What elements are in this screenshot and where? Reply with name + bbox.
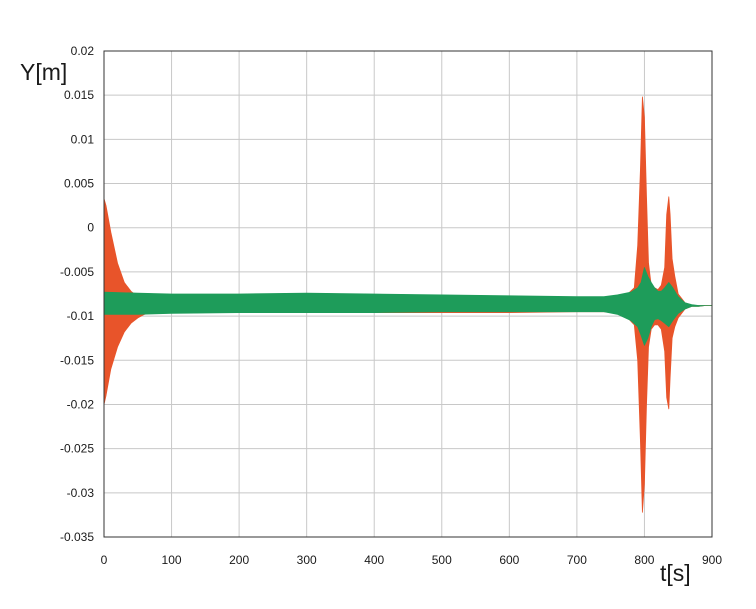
series-layer: [103, 96, 713, 513]
x-tick-labels: 0 100 200 300 400 500 600 700 800 900: [101, 553, 723, 567]
x-axis-label: t[s]: [660, 560, 691, 586]
y-tick-label: -0.005: [60, 265, 94, 279]
y-tick-label: -0.035: [60, 530, 94, 544]
x-tick-label: 0: [101, 553, 108, 567]
y-tick-label: 0.005: [64, 177, 94, 191]
y-tick-label: -0.01: [67, 309, 95, 323]
y-tick-label: 0.01: [71, 132, 95, 146]
y-axis-label: Y[m]: [20, 59, 67, 85]
y-tick-label: -0.015: [60, 353, 94, 367]
series-band-2: [103, 267, 713, 346]
x-tick-label: 600: [499, 553, 519, 567]
x-tick-label: 800: [634, 553, 654, 567]
x-tick-label: 500: [432, 553, 452, 567]
y-tick-labels: 0.02 0.015 0.01 0.005 0 -0.005 -0.01 -0.015 -0.0…: [60, 44, 94, 544]
y-tick-label: -0.025: [60, 442, 94, 456]
x-tick-label: 900: [702, 553, 722, 567]
x-tick-label: 300: [297, 553, 317, 567]
x-tick-label: 100: [162, 553, 182, 567]
y-tick-label: 0.02: [71, 44, 95, 58]
x-tick-label: 400: [364, 553, 384, 567]
y-tick-label: -0.02: [67, 397, 95, 411]
x-tick-label: 200: [229, 553, 249, 567]
plot-frame: [103, 50, 713, 538]
y-tick-label: 0: [87, 221, 94, 235]
x-tick-label: 700: [567, 553, 587, 567]
y-tick-label: -0.03: [67, 486, 95, 500]
y-tick-label: 0.015: [64, 88, 94, 102]
